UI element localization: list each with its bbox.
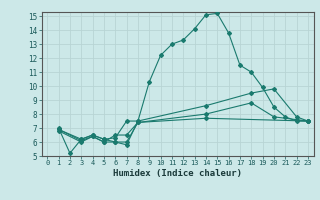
X-axis label: Humidex (Indice chaleur): Humidex (Indice chaleur) — [113, 169, 242, 178]
